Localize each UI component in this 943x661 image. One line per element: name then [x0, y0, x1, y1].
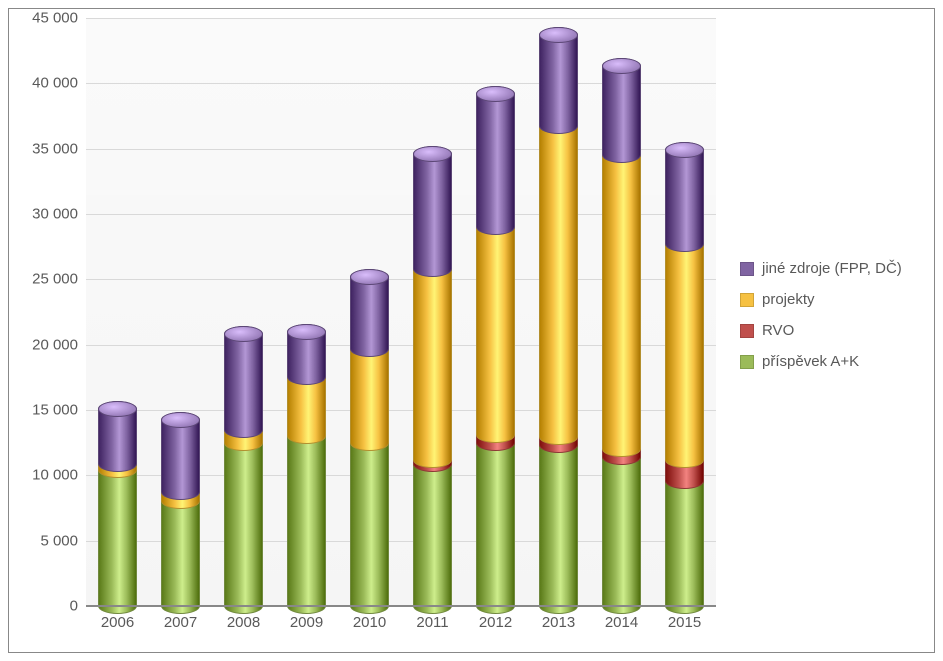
bar-segment-projekty — [350, 341, 389, 451]
x-tick-label: 2015 — [668, 606, 701, 631]
bar-segment-prispevek — [161, 493, 200, 614]
y-tick-label: 5 000 — [40, 532, 86, 549]
legend-label: příspěvek A+K — [762, 353, 859, 370]
bar-segment-jine — [602, 58, 641, 163]
y-tick-label: 45 000 — [32, 10, 86, 27]
legend-label: jiné zdroje (FPP, DČ) — [762, 260, 902, 277]
bar-segment-projekty — [602, 147, 641, 457]
x-tick-label: 2006 — [101, 606, 134, 631]
legend-swatch — [740, 293, 754, 307]
y-tick-label: 15 000 — [32, 402, 86, 419]
bar-segment-jine — [665, 142, 704, 252]
bar-segment-jine — [539, 27, 578, 134]
x-tick-label: 2009 — [290, 606, 323, 631]
legend-swatch — [740, 355, 754, 369]
legend-label: projekty — [762, 291, 815, 308]
bar-segment-projekty — [665, 236, 704, 468]
legend-item-projekty: projekty — [740, 291, 902, 308]
legend-label: RVO — [762, 322, 794, 339]
bar-segment-prispevek — [665, 473, 704, 614]
bar-segment-prispevek — [350, 435, 389, 614]
bar-segment-jine — [413, 146, 452, 277]
x-tick-label: 2013 — [542, 606, 575, 631]
bar-segment-projekty — [476, 219, 515, 443]
bar-segment-jine — [224, 326, 263, 437]
bar-segment-prispevek — [602, 449, 641, 614]
x-tick-label: 2010 — [353, 606, 386, 631]
gridline — [86, 18, 716, 19]
bar-top-cap — [539, 27, 578, 43]
legend-swatch — [740, 262, 754, 276]
x-tick-label: 2012 — [479, 606, 512, 631]
y-tick-label: 40 000 — [32, 75, 86, 92]
x-tick-label: 2007 — [164, 606, 197, 631]
legend: jiné zdroje (FPP, DČ) projekty RVO příspěve… — [740, 260, 902, 384]
y-tick-label: 10 000 — [32, 467, 86, 484]
bar-top-cap — [287, 324, 326, 340]
bar-top-cap — [665, 142, 704, 158]
legend-item-rvo: RVO — [740, 322, 902, 339]
y-tick-label: 0 — [70, 598, 86, 615]
bar-top-cap — [350, 269, 389, 285]
bar-segment-prispevek — [287, 428, 326, 614]
legend-item-prispevek: příspěvek A+K — [740, 353, 902, 370]
bar-top-cap — [98, 401, 137, 417]
bar-segment-jine — [476, 86, 515, 235]
x-tick-label: 2014 — [605, 606, 638, 631]
bar-segment-prispevek — [476, 435, 515, 614]
bar-segment-projekty — [413, 261, 452, 468]
plot-area: 05 00010 00015 00020 00025 00030 00035 0… — [86, 18, 716, 606]
x-tick-label: 2011 — [416, 606, 448, 631]
y-tick-label: 30 000 — [32, 206, 86, 223]
bar-top-cap — [476, 86, 515, 102]
y-tick-label: 25 000 — [32, 271, 86, 288]
chart-container: 0 5 000 10 000 15 000 20 000 25 000 30 000 35 0… — [0, 0, 943, 661]
legend-item-jine: jiné zdroje (FPP, DČ) — [740, 260, 902, 277]
legend-swatch — [740, 324, 754, 338]
x-tick-label: 2008 — [227, 606, 260, 631]
y-tick-label: 35 000 — [32, 140, 86, 157]
bar-segment-prispevek — [224, 435, 263, 614]
y-tick-label: 20 000 — [32, 336, 86, 353]
bar-top-cap — [413, 146, 452, 162]
bar-segment-prispevek — [539, 437, 578, 614]
bar-segment-projekty — [539, 118, 578, 445]
bar-segment-prispevek — [413, 456, 452, 614]
bar-segment-prispevek — [98, 462, 137, 614]
